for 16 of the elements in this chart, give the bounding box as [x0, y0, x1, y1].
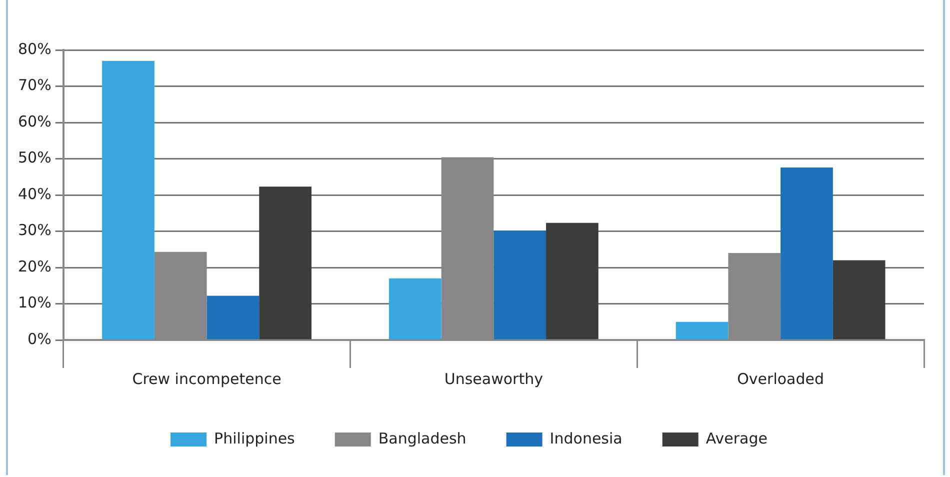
y-tick-label: 30%: [18, 221, 52, 240]
legend-label: Average: [706, 429, 768, 448]
y-tick-label: 60%: [18, 112, 52, 130]
x-tick-label: Unseaworthy: [444, 370, 544, 388]
y-tick-label: 10%: [18, 294, 52, 312]
y-tick-label: 40%: [18, 184, 52, 203]
x-tick-label: Overloaded: [737, 370, 824, 388]
legend-label: Philippines: [214, 429, 296, 448]
y-tick-label: 80%: [18, 40, 52, 58]
y-tick-label: 20%: [18, 257, 52, 276]
y-tick-label: 0%: [28, 330, 52, 348]
y-tick-label: 50%: [18, 148, 52, 167]
legend-label: Indonesia: [550, 429, 622, 448]
legend-label: Bangladesh: [378, 429, 466, 448]
x-tick-label: Crew incompetence: [132, 370, 282, 388]
y-tick-label: 70%: [18, 76, 52, 94]
